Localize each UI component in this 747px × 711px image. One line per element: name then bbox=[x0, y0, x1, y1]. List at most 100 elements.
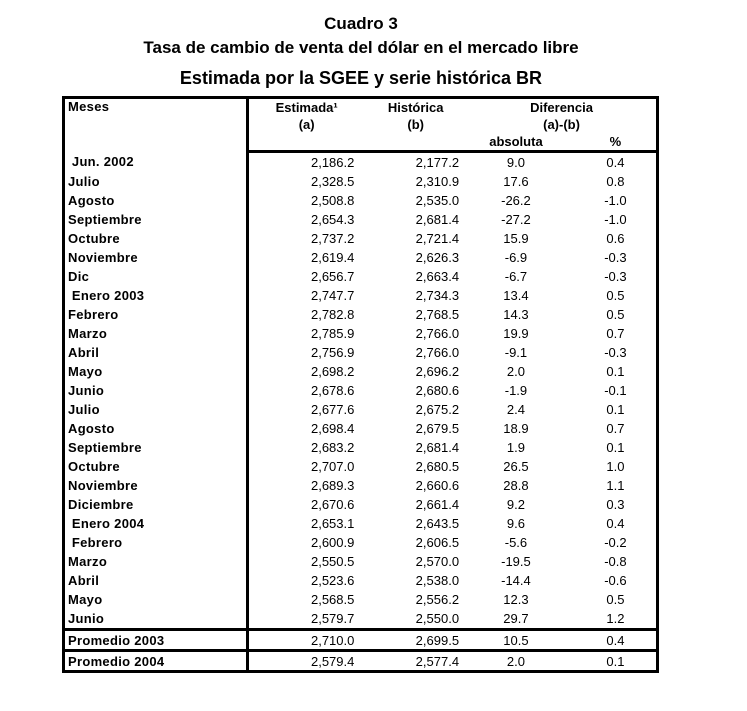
historica-cell: 2,643.5 bbox=[415, 516, 460, 531]
pct-cell: 1.2 bbox=[606, 611, 625, 626]
header-estimada-sub: (a) bbox=[298, 117, 315, 132]
historica-cell: 2,556.2 bbox=[415, 592, 460, 607]
table-row: Octubre 2,707.0 2,680.5 26.5 1.0 bbox=[63, 457, 658, 476]
absoluta-cell: 29.7 bbox=[503, 611, 529, 626]
absoluta-cell: -27.2 bbox=[501, 212, 531, 227]
estimada-cell: 2,328.5 bbox=[310, 174, 355, 189]
absoluta-cell: -6.9 bbox=[504, 250, 528, 265]
estimada-cell: 2,600.9 bbox=[310, 535, 355, 550]
absoluta-cell: -6.7 bbox=[504, 269, 528, 284]
table-row: Noviembre 2,619.4 2,626.3 -6.9 -0.3 bbox=[63, 248, 658, 267]
table-row: Septiembre 2,654.3 2,681.4 -27.2 -1.0 bbox=[63, 210, 658, 229]
estimada-cell: 2,654.3 bbox=[310, 212, 355, 227]
month-cell: Diciembre bbox=[63, 495, 249, 514]
header-absoluta: absoluta bbox=[467, 133, 565, 153]
header-diferencia: Diferencia bbox=[530, 100, 593, 115]
historica-cell: 2,538.0 bbox=[415, 573, 460, 588]
estimada-cell: 2,677.6 bbox=[310, 402, 355, 417]
historica-cell: 2,768.5 bbox=[415, 307, 460, 322]
estimada-cell: 2,698.4 bbox=[310, 421, 355, 436]
pct-cell: 0.4 bbox=[606, 516, 625, 531]
month-cell: Enero 2003 bbox=[63, 286, 249, 305]
table-number: Cuadro 3 bbox=[324, 14, 398, 33]
header-pct: % bbox=[564, 133, 658, 153]
pct-cell: -0.1 bbox=[604, 383, 627, 398]
month-cell: Junio bbox=[63, 381, 249, 400]
absoluta-cell: 26.5 bbox=[503, 459, 529, 474]
absoluta-cell: 9.2 bbox=[506, 497, 525, 512]
historica-cell: 2,766.0 bbox=[415, 326, 460, 341]
estimada-cell: 2,653.1 bbox=[310, 516, 355, 531]
absoluta-cell: -9.1 bbox=[504, 345, 528, 360]
absoluta-cell: 12.3 bbox=[503, 592, 529, 607]
pct-cell: -1.0 bbox=[604, 193, 627, 208]
table-row: Enero 2003 2,747.7 2,734.3 13.4 0.5 bbox=[63, 286, 658, 305]
historica-cell: 2,766.0 bbox=[415, 345, 460, 360]
estimada-cell: 2,683.2 bbox=[310, 440, 355, 455]
estimada-cell: 2,710.0 bbox=[247, 628, 365, 651]
header-historica-sub: (b) bbox=[407, 117, 424, 132]
pct-cell: -0.3 bbox=[604, 269, 627, 284]
historica-cell: 2,570.0 bbox=[415, 554, 460, 569]
pct-cell: 0.3 bbox=[606, 497, 625, 512]
pct-cell: 0.1 bbox=[606, 402, 625, 417]
pct-cell: 1.0 bbox=[606, 459, 625, 474]
table-row: Octubre 2,737.2 2,721.4 15.9 0.6 bbox=[63, 229, 658, 248]
estimada-cell: 2,782.8 bbox=[310, 307, 355, 322]
table-row: Noviembre 2,689.3 2,660.6 28.8 1.1 bbox=[63, 476, 658, 495]
estimada-cell: 2,747.7 bbox=[310, 288, 355, 303]
estimada-cell: 2,689.3 bbox=[310, 478, 355, 493]
estimada-cell: 2,619.4 bbox=[310, 250, 355, 265]
absoluta-cell: 15.9 bbox=[503, 231, 529, 246]
table-row: Dic 2,656.7 2,663.4 -6.7 -0.3 bbox=[63, 267, 658, 286]
historica-cell: 2,663.4 bbox=[415, 269, 460, 284]
estimada-cell: 2,678.6 bbox=[310, 383, 355, 398]
historica-cell: 2,734.3 bbox=[415, 288, 460, 303]
pct-cell: 0.5 bbox=[606, 288, 625, 303]
historica-cell: 2,577.4 bbox=[364, 649, 468, 672]
month-cell: Agosto bbox=[63, 419, 249, 438]
month-cell: Junio bbox=[63, 609, 249, 630]
historica-cell: 2,721.4 bbox=[415, 231, 460, 246]
estimada-cell: 2,579.7 bbox=[310, 611, 355, 626]
month-cell: Julio bbox=[63, 172, 249, 191]
estimada-cell: 2,707.0 bbox=[310, 459, 355, 474]
historica-cell: 2,675.2 bbox=[415, 402, 460, 417]
historica-cell: 2,680.5 bbox=[415, 459, 460, 474]
pct-cell: 0.6 bbox=[606, 231, 625, 246]
month-cell: Octubre bbox=[63, 229, 249, 248]
absoluta-cell: 18.9 bbox=[503, 421, 529, 436]
month-cell: Enero 2004 bbox=[63, 514, 249, 533]
historica-cell: 2,177.2 bbox=[415, 155, 460, 170]
month-cell: Marzo bbox=[63, 552, 249, 571]
table-row: Septiembre 2,683.2 2,681.4 1.9 0.1 bbox=[63, 438, 658, 457]
table-row: Agosto 2,508.8 2,535.0 -26.2 -1.0 bbox=[63, 191, 658, 210]
month-cell: Agosto bbox=[63, 191, 249, 210]
table-body: Jun. 2002 2,186.2 2,177.2 9.0 0.4 Julio 2,328.… bbox=[63, 151, 658, 672]
month-cell: Febrero bbox=[63, 305, 249, 324]
pct-cell: -1.0 bbox=[604, 212, 627, 227]
month-cell: Noviembre bbox=[63, 476, 249, 495]
table-row: Abril 2,523.6 2,538.0 -14.4 -0.6 bbox=[63, 571, 658, 590]
month-cell: Abril bbox=[63, 571, 249, 590]
historica-cell: 2,310.9 bbox=[415, 174, 460, 189]
pct-cell: 0.1 bbox=[606, 440, 625, 455]
table-row: Mayo 2,698.2 2,696.2 2.0 0.1 bbox=[63, 362, 658, 381]
historica-cell: 2,550.0 bbox=[415, 611, 460, 626]
absoluta-cell: 9.0 bbox=[506, 155, 525, 170]
table-row: Enero 2004 2,653.1 2,643.5 9.6 0.4 bbox=[63, 514, 658, 533]
estimada-cell: 2,785.9 bbox=[310, 326, 355, 341]
header-estimada: Estimada¹ bbox=[275, 100, 338, 115]
absoluta-cell: 19.9 bbox=[503, 326, 529, 341]
estimada-cell: 2,737.2 bbox=[310, 231, 355, 246]
pct-cell: -0.3 bbox=[604, 250, 627, 265]
table-row: Julio 2,677.6 2,675.2 2.4 0.1 bbox=[63, 400, 658, 419]
table-row: Febrero 2,600.9 2,606.5 -5.6 -0.2 bbox=[63, 533, 658, 552]
table-row: Junio 2,678.6 2,680.6 -1.9 -0.1 bbox=[63, 381, 658, 400]
absoluta-cell: 2.4 bbox=[506, 402, 525, 417]
month-cell: Febrero bbox=[63, 533, 249, 552]
historica-cell: 2,626.3 bbox=[415, 250, 460, 265]
absoluta-cell: 2.0 bbox=[506, 364, 525, 379]
absoluta-cell: 9.6 bbox=[506, 516, 525, 531]
pct-cell: 0.7 bbox=[606, 326, 625, 341]
